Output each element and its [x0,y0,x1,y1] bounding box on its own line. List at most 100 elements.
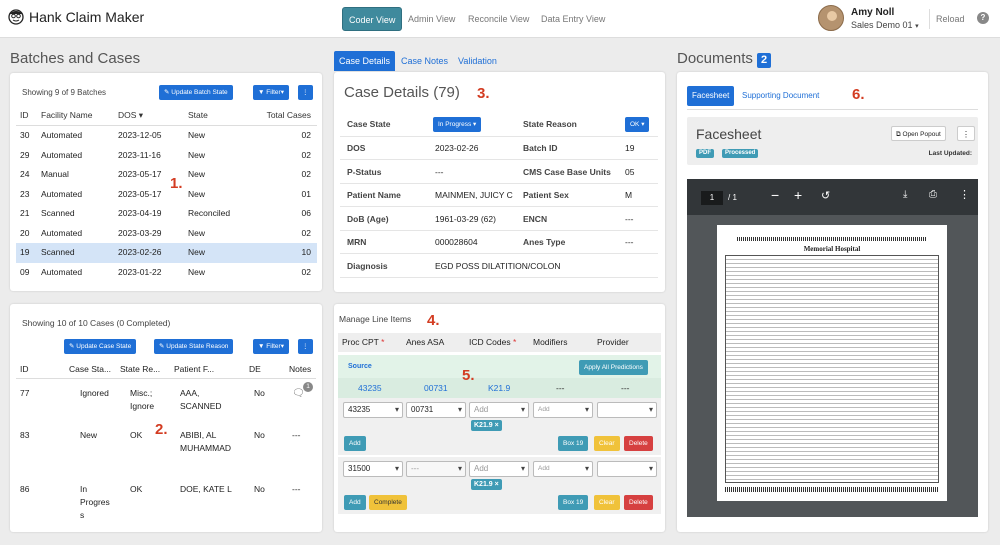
detail-label: ENCN [523,213,548,224]
col-total-cases[interactable]: Total Cases [266,110,311,120]
cases-table-header: ID Case Sta... State Re... Patient F... … [16,359,316,379]
provider-select[interactable] [597,402,657,418]
cases-filter-button[interactable]: ▼ Filter▾ [253,339,289,354]
filter-button[interactable]: ▼ Filter▾ [253,85,289,100]
table-cell: 21 [20,208,30,218]
complete-button[interactable]: Complete [369,495,407,510]
col-case-state[interactable]: Case Sta... [69,364,112,374]
tab-supporting-document[interactable]: Supporting Document [742,91,820,100]
source-icd[interactable]: K21.9 [488,383,511,393]
page-input[interactable]: 1 [701,191,723,205]
case-state-dropdown[interactable]: In Progress ▾ [433,117,482,132]
table-cell: Automated [41,227,83,238]
clear-button[interactable]: Clear [594,495,620,510]
nav-reconcile-view[interactable]: Reconcile View [468,14,530,24]
nav-admin-view[interactable]: Admin View [408,14,456,24]
icd-select[interactable]: Add [469,402,529,418]
icd-select[interactable]: Add [469,461,529,477]
pdf-viewer[interactable]: 1 / 1 − + ↺ ⤓ ⎙ ⋮ Memorial Hospital [687,179,978,517]
tab-case-notes[interactable]: Case Notes [401,56,449,66]
reload-button[interactable]: Reload [936,14,965,24]
pdf-more-icon[interactable]: ⋮ [959,189,970,201]
detail-value: --- [625,237,634,247]
table-cell: 09 [20,266,30,277]
apply-all-predictions-button[interactable]: Apply All Predictions [579,360,648,375]
modifier-select[interactable]: Add [533,402,593,418]
modifier-select[interactable]: Add [533,461,593,477]
notes-cell: --- [292,484,301,494]
table-cell: 2023-05-17 [118,188,162,199]
document-more-button[interactable]: ⋮ [957,126,975,141]
delete-button[interactable]: Delete [624,436,653,451]
detail-label: Diagnosis [347,260,388,271]
case-details-card: Case Details (79) 3. Case State In Progr… [334,72,665,292]
col-state-reason[interactable]: State Re... [120,364,161,374]
table-row[interactable]: 77 Ignored Misc.; Ignore AAA, SCANNED No 🗨 1 [16,382,316,424]
user-menu[interactable]: Amy Noll Sales Demo 01 ▾ [818,5,919,31]
asa-input[interactable]: --- [406,461,466,477]
table-row[interactable]: 83 New OK ABIBI, AL MUHAMMAD No --- [16,426,316,478]
annotation-marker-4: 4. [427,312,440,329]
state-reason-label: State Reason [523,119,577,129]
table-row[interactable]: 30 Automated 2023-12-05 New 02 [16,126,317,146]
app-logo[interactable]: Hank Claim Maker [8,9,144,25]
icd-tag-k21-9[interactable]: K21.9 × [471,479,502,490]
table-row[interactable]: 29 Automated 2023-11-16 New 02 [16,146,317,166]
table-row[interactable]: 24 Manual 2023-05-17 New 02 [16,165,317,185]
table-row[interactable]: 23 Automated 2023-05-17 New 01 [16,185,317,205]
asa-select[interactable]: 00731 [406,402,466,418]
table-cell: Misc.; Ignore [130,388,155,411]
state-reason-dropdown[interactable]: OK ▾ [625,117,650,132]
table-row[interactable]: 86 In Progres s OK DOE, KATE L No --- [16,480,316,524]
print-icon[interactable]: ⎙ [929,189,937,200]
icd-tag-k21-9[interactable]: K21.9 × [471,420,502,431]
source-asa[interactable]: 00731 [424,383,448,393]
col-id[interactable]: ID [20,364,29,374]
col-facility[interactable]: Facility Name [41,110,93,120]
box19-button[interactable]: Box 19 [558,495,589,510]
cpt-select[interactable]: 31500 [343,461,403,477]
nav-coder-view[interactable]: Coder View [342,7,403,31]
detail-label: Patient Name [347,190,401,200]
rotate-icon[interactable]: ↺ [821,190,831,202]
update-case-state-button[interactable]: ✎ Update Case State [64,339,137,354]
source-cpt[interactable]: 43235 [358,383,382,393]
table-row[interactable]: 09 Automated 2023-01-22 New 02 [16,263,317,283]
col-patient[interactable]: Patient F... [174,364,215,374]
add-button[interactable]: Add [344,495,366,510]
cases-more-button[interactable]: ⋮ [298,339,313,354]
col-de[interactable]: DE [249,364,261,374]
table-cell: 2023-01-22 [118,266,162,277]
detail-row: DoB (Age) 1961-03-29 (62) ENCN --- [340,208,658,231]
detail-label: Batch ID [523,143,558,153]
col-dos[interactable]: DOS ▾ [118,110,144,120]
table-row[interactable]: 21 Scanned 2023-04-19 Reconciled 06 [16,204,317,224]
clear-button[interactable]: Clear [594,436,620,451]
notes-icon[interactable]: 🗨 [292,388,305,399]
update-state-reason-button[interactable]: ✎ Update State Reason [154,339,234,354]
zoom-in-icon[interactable]: + [794,187,803,203]
more-options-button[interactable]: ⋮ [298,85,313,100]
tab-case-details[interactable]: Case Details [334,51,396,71]
table-row[interactable]: 20 Automated 2023-03-29 New 02 [16,224,317,244]
delete-button[interactable]: Delete [624,495,653,510]
add-button[interactable]: Add [344,436,366,451]
col-state[interactable]: State [188,110,208,120]
table-row[interactable]: 19 Scanned 2023-02-26 New 10 [16,243,317,263]
box19-button[interactable]: Box 19 [558,436,589,451]
table-cell: Scanned [41,208,75,218]
zoom-out-icon[interactable]: − [771,187,780,203]
detail-row: P-Status --- CMS Case Base Units 05 [340,161,658,184]
update-batch-state-button[interactable]: ✎ Update Batch State [159,85,233,100]
col-notes[interactable]: Notes [289,364,312,374]
nav-data-entry-view[interactable]: Data Entry View [541,14,606,24]
cpt-select[interactable]: 43235 [343,402,403,418]
edit-icon: ✎ [164,89,172,96]
provider-select[interactable] [597,461,657,477]
tab-facesheet[interactable]: Facesheet [687,86,735,106]
tab-validation[interactable]: Validation [458,56,497,66]
download-icon[interactable]: ⤓ [903,189,908,200]
help-icon[interactable]: ? [977,12,989,24]
open-popout-button[interactable]: ⧉ Open Popout [891,126,946,141]
col-id[interactable]: ID [20,110,29,120]
